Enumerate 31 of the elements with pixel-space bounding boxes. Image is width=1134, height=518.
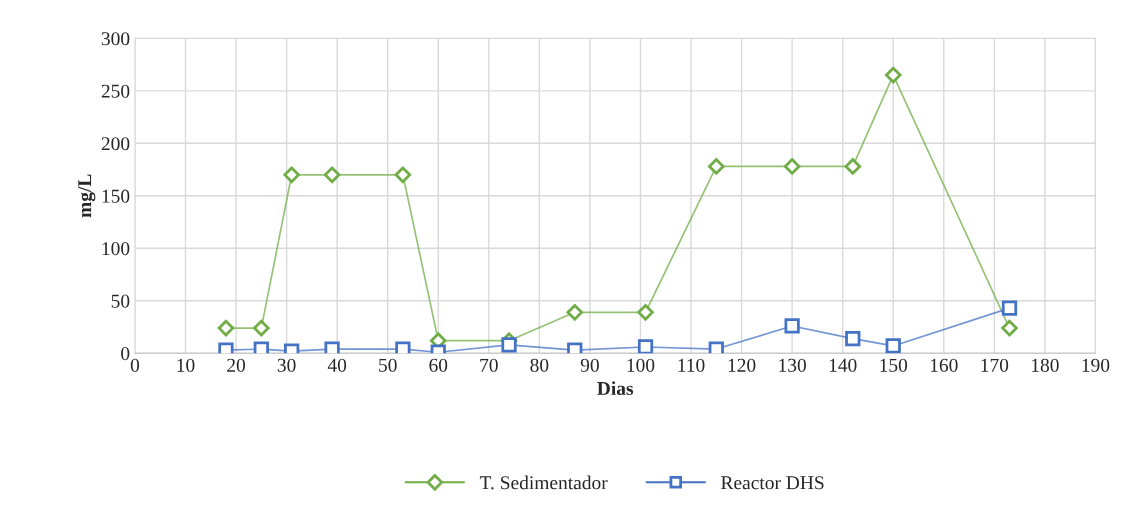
y-tick-label: 50 — [111, 294, 130, 308]
y-tick-label: 100 — [102, 242, 130, 256]
x-tick-label: 90 — [580, 358, 599, 372]
x-tick-label: 110 — [678, 358, 705, 372]
x-tick-label: 50 — [379, 358, 397, 372]
y-tick-label: 200 — [101, 137, 130, 151]
x-tick-label: 70 — [480, 358, 498, 372]
y-tick-label: 0 — [121, 347, 130, 361]
x-tick-label: 100 — [627, 358, 655, 372]
legend-label: Reactor DHS — [721, 476, 824, 490]
y-tick-label: 150 — [102, 189, 130, 203]
x-tick-label: 160 — [930, 358, 958, 372]
x-tick-label: 40 — [327, 358, 347, 372]
x-tick-label: 60 — [429, 358, 448, 372]
x-tick-label: 20 — [227, 358, 246, 372]
x-tick-label: 170 — [981, 358, 1009, 372]
y-tick-label: 300 — [101, 32, 130, 46]
x-axis-title: Dias — [597, 381, 634, 396]
x-tick-label: 130 — [779, 358, 806, 372]
x-tick-label: 10 — [177, 358, 195, 372]
x-tick-label: 140 — [829, 358, 857, 372]
y-axis-title: mg/L — [78, 174, 96, 218]
y-tick-label: 250 — [101, 84, 130, 98]
x-tick-label: 80 — [530, 358, 549, 372]
x-tick-label: 180 — [1032, 358, 1059, 372]
x-tick-label: 190 — [1082, 358, 1110, 372]
x-tick-label: 150 — [880, 358, 908, 372]
x-tick-label: 0 — [130, 358, 140, 372]
x-tick-label: 30 — [277, 358, 296, 372]
x-tick-label: 120 — [728, 358, 756, 372]
legend-label: T. Sedimentador — [479, 475, 608, 490]
